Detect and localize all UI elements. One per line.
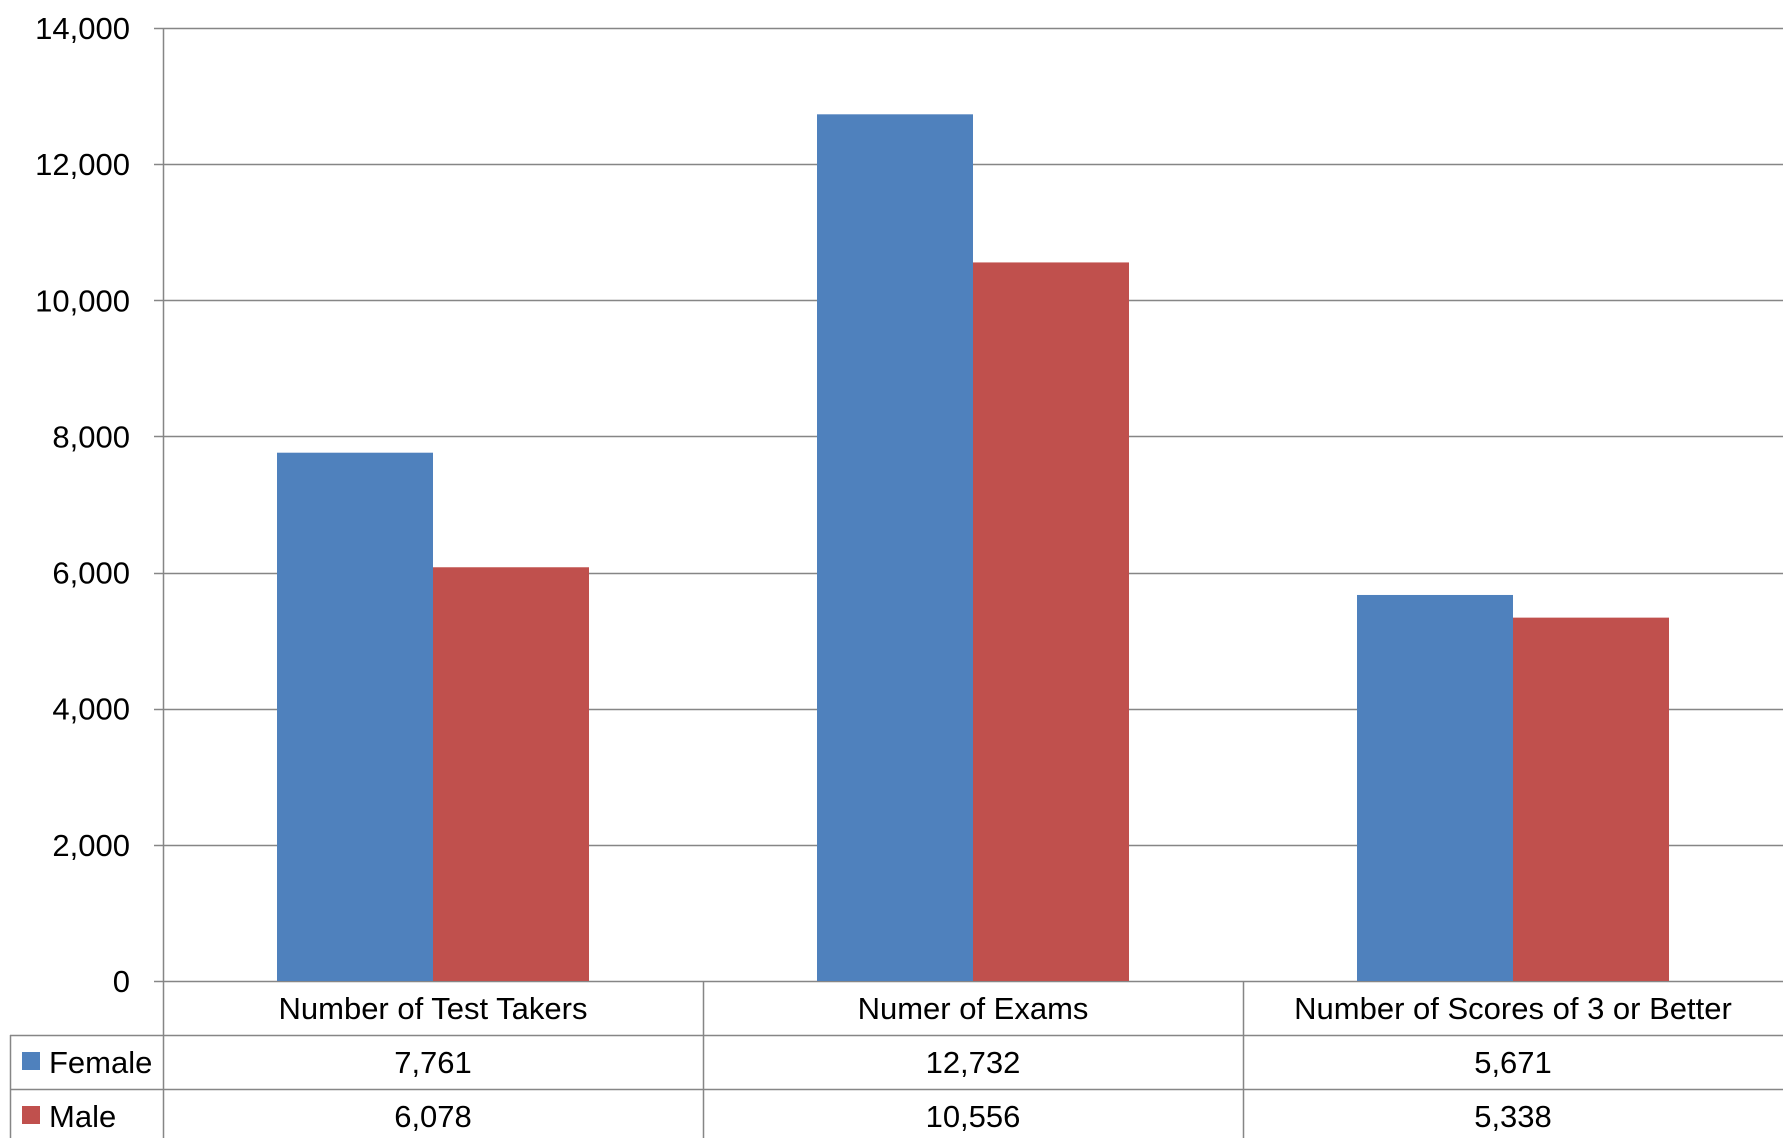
y-tick-label: 8,000 (52, 419, 130, 454)
data-label-female: 12,732 (926, 1045, 1021, 1080)
bars (277, 114, 1669, 981)
legend-key-male (22, 1106, 40, 1124)
y-tick-label: 2,000 (52, 828, 130, 863)
data-label-female: 7,761 (394, 1045, 472, 1080)
x-category-label: Numer of Exams (858, 991, 1089, 1026)
y-tick-label: 10,000 (35, 283, 130, 318)
bar-female (277, 452, 433, 981)
y-tick-label: 14,000 (35, 11, 130, 46)
data-table: Number of Test Takers Numer of Exams Numbe… (9, 981, 1783, 1138)
data-label-male: 5,338 (1474, 1099, 1552, 1134)
x-category-label: Number of Test Takers (279, 991, 588, 1026)
y-tick-label: 6,000 (52, 556, 130, 591)
bar-female (817, 114, 973, 981)
y-tick-label: 0 (113, 964, 130, 999)
data-label-male: 10,556 (926, 1099, 1021, 1134)
bar-female (1357, 594, 1513, 981)
bar-male (973, 262, 1129, 981)
x-category-label: Number of Scores of 3 or Better (1294, 991, 1732, 1026)
data-label-female: 5,671 (1474, 1045, 1552, 1080)
bar-male (1513, 617, 1669, 981)
y-tick-label: 4,000 (52, 692, 130, 727)
y-axis-ticks: 0 2,000 4,000 6,000 8,000 10,000 12,000 14,000 (35, 11, 163, 999)
legend-label-male: Male (49, 1099, 116, 1134)
legend-key-female (22, 1052, 40, 1070)
bar-male (433, 567, 589, 981)
legend-label-female: Female (49, 1045, 152, 1080)
y-tick-label: 12,000 (35, 147, 130, 182)
data-label-male: 6,078 (394, 1099, 472, 1134)
